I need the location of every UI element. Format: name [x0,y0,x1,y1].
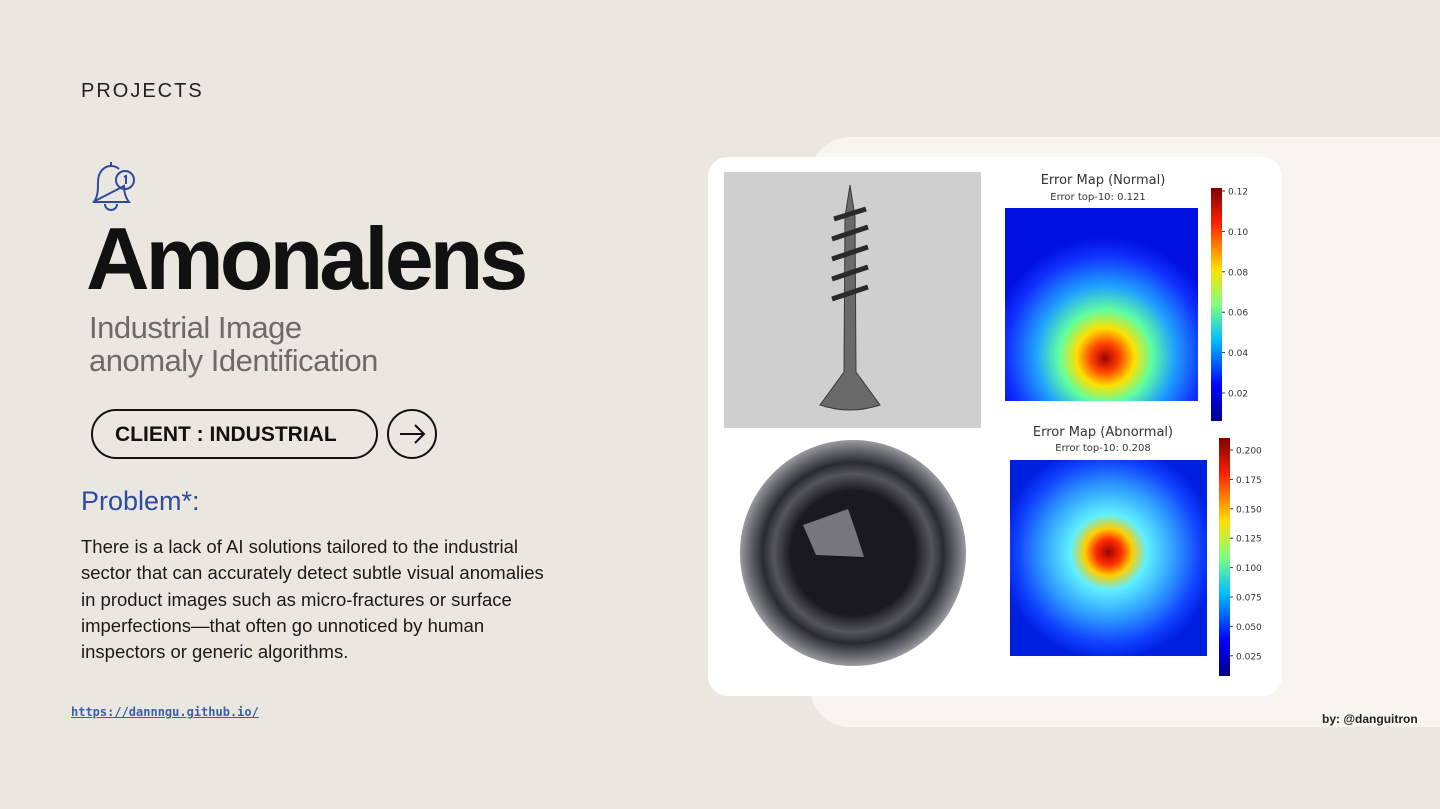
colorbar-label: 0.100 [1236,564,1262,574]
map-subtitle: Error top-10: 0.121 [1050,192,1145,203]
colorbar-label: 0.02 [1228,390,1248,400]
map-title: Error Map (Abnormal) [1033,425,1173,440]
problem-heading: Problem*: [81,486,200,516]
colorbar-label: 0.10 [1228,228,1248,238]
link[interactable]: https://dannngu.github.io/ [71,705,259,719]
colorbar-label: 0.06 [1228,309,1248,319]
problem-line: There is a lack of AI solutions tailored… [81,536,519,557]
colorbar-label: 0.08 [1228,268,1248,278]
colorbar-label: 0.050 [1236,623,1262,633]
figure-card: Error Map (Normal) Error top-10: 0.121 E… [708,157,1282,696]
section-label: PROJECTS [81,80,204,102]
colorbar-label: 0.175 [1236,476,1262,486]
colorbar-label: 0.075 [1236,594,1262,604]
client-label: CLIENT : INDUSTRIAL [115,423,337,446]
problem-line: inspectors or generic algorithms. [81,641,349,663]
colorbar-label: 0.125 [1236,535,1262,545]
colorbar-label: 0.150 [1236,505,1262,515]
colorbar-label: 0.025 [1236,652,1262,662]
subtitle: Industrial Image [89,310,302,345]
problem-line: sector that can accurately detect subtle… [81,562,544,584]
credit: by: @danguitron [1322,712,1418,726]
problem-line: imperfections—that often go unnoticed by… [81,614,485,636]
arrow-button[interactable] [386,408,440,462]
colorbar-label: 0.12 [1228,188,1248,198]
subtitle: anomaly Identification [89,343,378,378]
project-title: Amonalens [86,209,528,308]
colorbar-label: 0.04 [1228,349,1248,359]
map-title: Error Map (Normal) [1041,173,1166,188]
colorbar-label: 0.200 [1236,447,1262,457]
client-button[interactable]: CLIENT : INDUSTRIAL [91,409,378,459]
bell-icon [92,162,135,211]
map-subtitle: Error top-10: 0.208 [1055,443,1150,454]
problem-line: in product images such as micro-fracture… [81,588,512,610]
